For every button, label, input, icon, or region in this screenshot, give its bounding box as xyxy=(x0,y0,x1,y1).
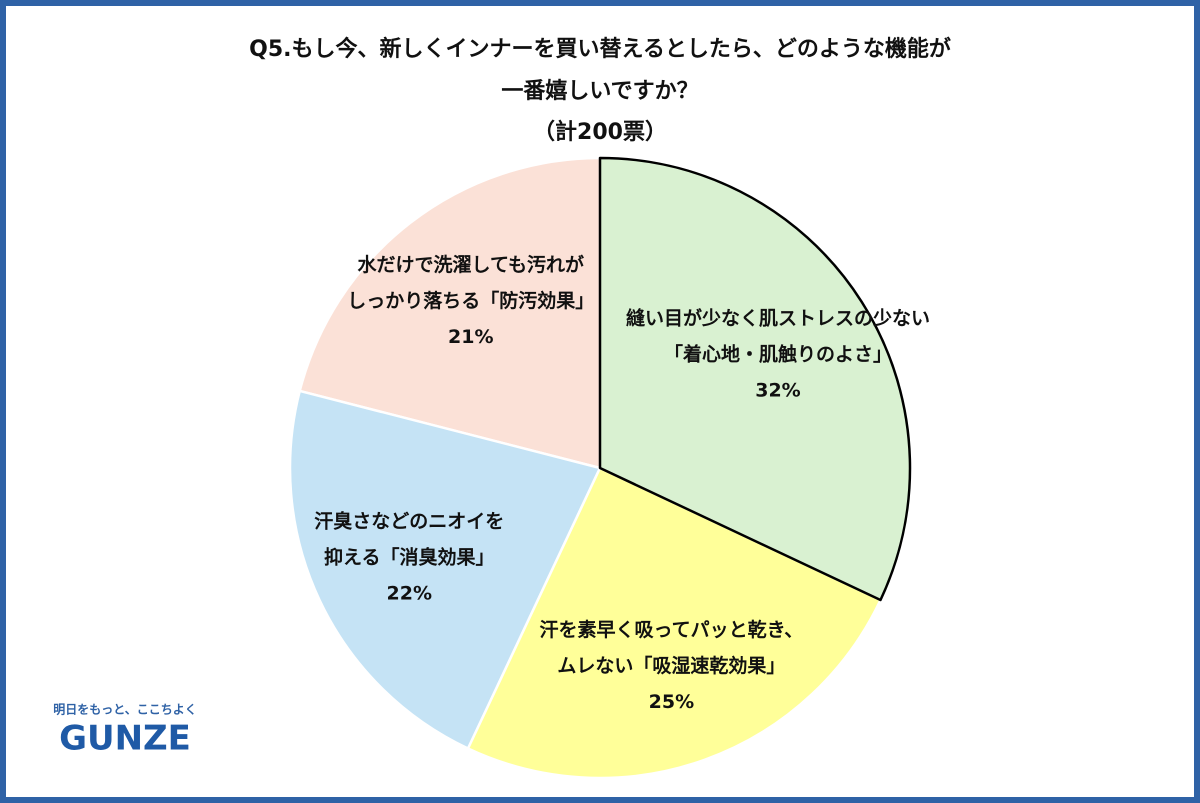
slice-label: 抑える「消臭効果」 xyxy=(324,545,494,568)
slice-label: 汗を素早く吸ってパッと乾き、 xyxy=(540,618,804,641)
slice-label: 水だけで洗濯しても汚れが xyxy=(358,253,584,276)
value-label: 21% xyxy=(448,326,493,348)
slice-label: 「着心地・肌触りのよさ」 xyxy=(664,343,892,366)
slice xyxy=(288,389,602,750)
slice xyxy=(298,156,602,470)
chart-title: Q5.もし今、新しくインナーを買い替えるとしたら、どのような機能が xyxy=(249,36,951,62)
chart-title: 一番嬉しいですか？ xyxy=(501,78,698,104)
pie xyxy=(288,156,912,780)
slice-label: 汗臭さなどのニオイを xyxy=(314,509,504,532)
slice-label: 縫い目が少なく肌ストレスの少ない xyxy=(626,307,930,330)
slice xyxy=(598,156,912,602)
slice-label: ムレない「吸湿速乾効果」 xyxy=(557,654,785,677)
logo-name: GUNZE xyxy=(59,719,191,759)
slice-label: しっかり落ちる「防汚効果」 xyxy=(347,289,594,312)
value-label: 25% xyxy=(649,691,694,713)
slice xyxy=(466,466,882,780)
labels: 縫い目が少なく肌ストレスの少ない「着心地・肌触りのよさ」 32% 汗を素早く吸ってパ… xyxy=(314,253,930,713)
chart-subtitle: （計200票） xyxy=(533,119,667,145)
logo-tagline: 明日をもっと、ここちよく xyxy=(53,703,197,717)
value-label: 32% xyxy=(755,380,800,402)
value-label: 22% xyxy=(387,582,432,604)
